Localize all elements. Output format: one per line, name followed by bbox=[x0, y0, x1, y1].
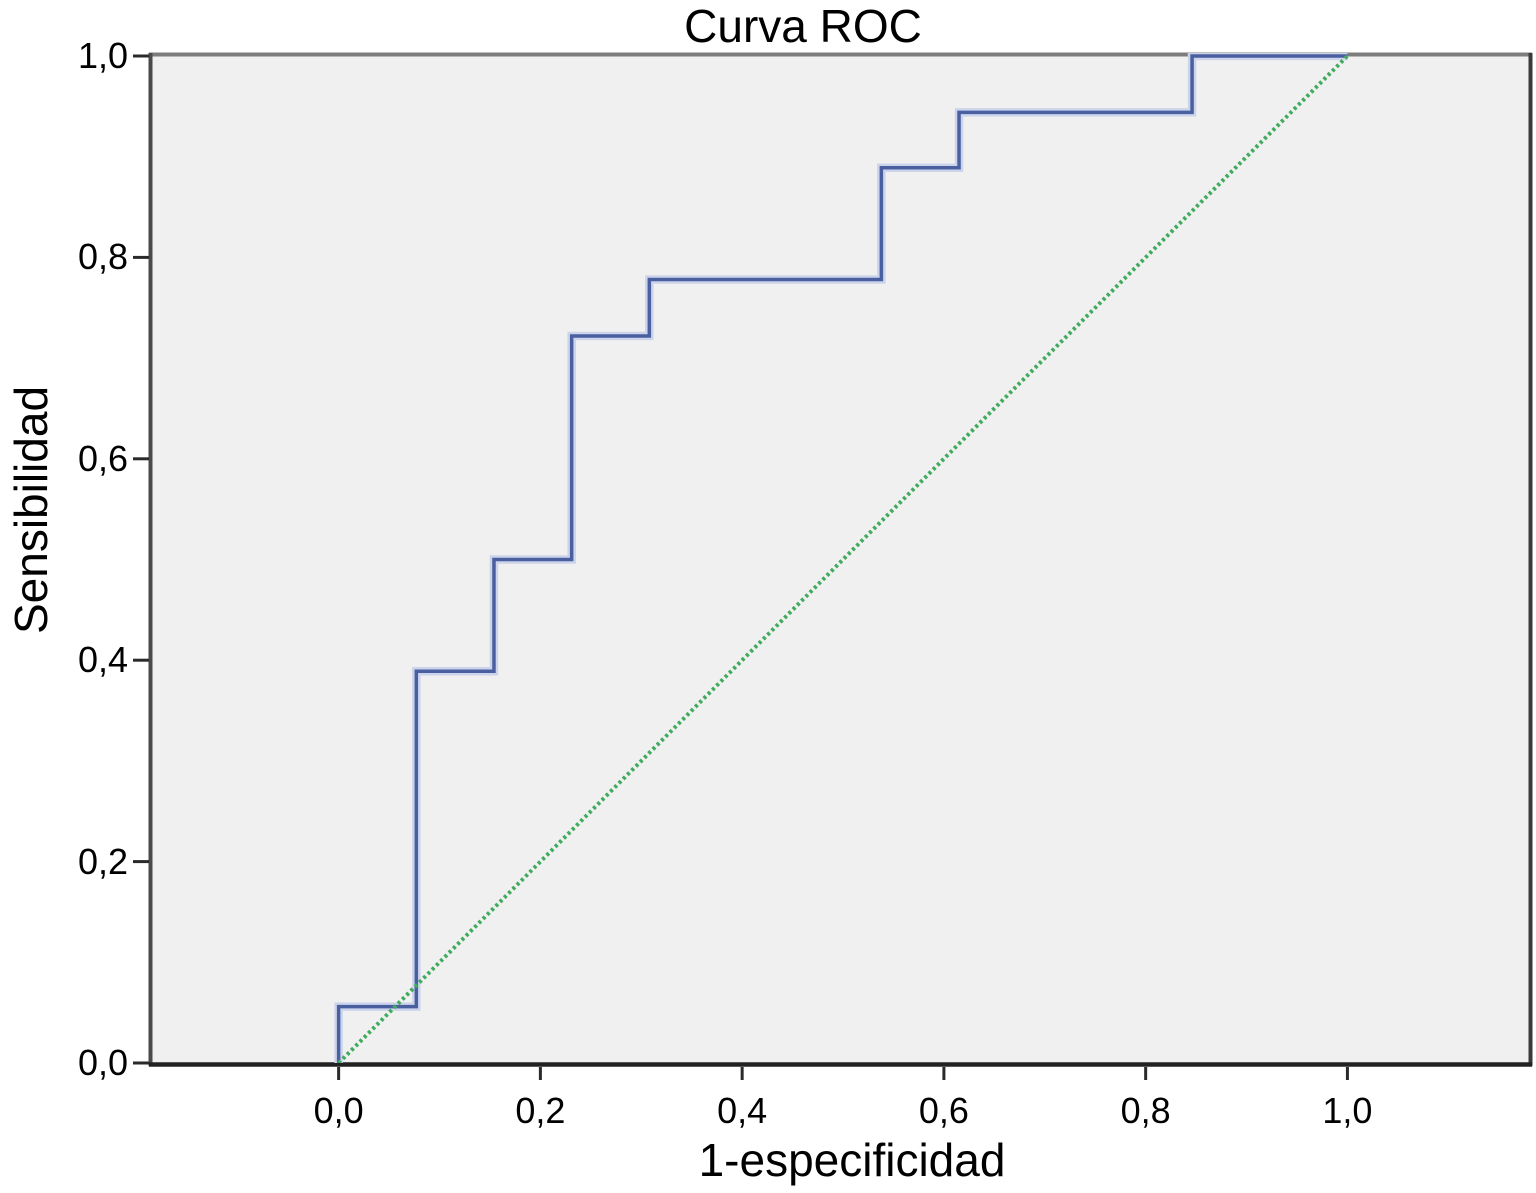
x-tick-label: 0,6 bbox=[918, 1090, 969, 1131]
y-tick-label: 0,8 bbox=[77, 236, 128, 278]
y-tick-label: 0,0 bbox=[77, 1042, 128, 1083]
x-tick-label: 0,0 bbox=[313, 1090, 364, 1131]
x-tick-label: 0,2 bbox=[515, 1090, 566, 1131]
y-tick-label: 1,0 bbox=[77, 35, 128, 76]
chart-title: Curva ROC bbox=[684, 0, 922, 52]
x-tick-label: 1,0 bbox=[1322, 1090, 1373, 1131]
x-tick-label: 0,4 bbox=[717, 1090, 768, 1131]
x-axis-title: 1-especificidad bbox=[698, 1134, 1006, 1186]
roc-step-curve bbox=[336, 54, 1348, 1063]
x-tick-label: 0,8 bbox=[1120, 1090, 1171, 1131]
y-tick-label: 0,6 bbox=[77, 437, 128, 479]
y-tick-label: 0,4 bbox=[77, 639, 128, 681]
y-axis-title: Sensibilidad bbox=[5, 385, 57, 635]
y-tick-label: 0,2 bbox=[77, 840, 128, 882]
